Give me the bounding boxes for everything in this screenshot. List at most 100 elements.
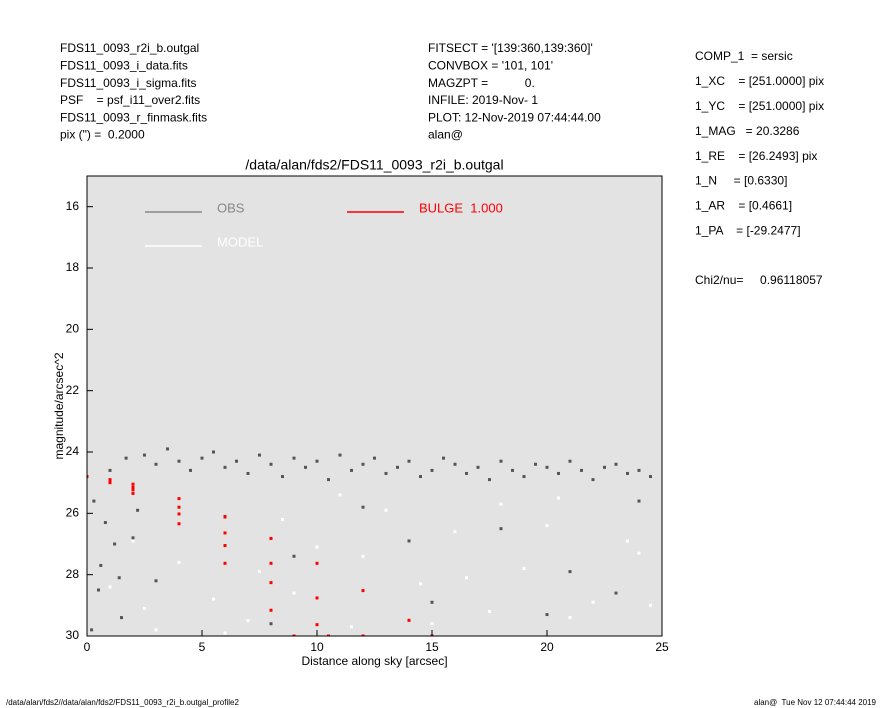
header-text: FITSECT = '[139:360,139:360]' <box>428 41 593 55</box>
point <box>361 589 365 593</box>
legend-label: BULGE 1.000 <box>419 200 503 215</box>
point <box>614 591 618 595</box>
point <box>465 576 468 580</box>
point <box>545 524 549 528</box>
footer-text: alan@ Tue Nov 12 07:44:44 2019 <box>754 698 877 707</box>
point <box>315 596 319 600</box>
points <box>87 447 652 636</box>
param-text: 1_MAG = 20.3286 <box>695 124 800 138</box>
point <box>361 505 365 509</box>
header-text: INFILE: 2019-Nov- 1 <box>428 93 538 107</box>
point <box>246 619 250 623</box>
point <box>108 478 112 482</box>
header-text: CONVBOX = '101, 101' <box>428 58 553 72</box>
point <box>614 462 618 466</box>
y-tick-label: 28 <box>66 567 80 581</box>
point <box>626 539 629 543</box>
point <box>189 468 192 472</box>
point <box>315 459 319 463</box>
y-tick-label: 26 <box>66 506 80 520</box>
point <box>292 554 296 558</box>
point <box>108 585 112 589</box>
point <box>407 618 411 622</box>
header-text: PSF = psf_i11_over2.fits <box>60 93 200 107</box>
point <box>177 512 181 516</box>
point <box>281 517 284 521</box>
point <box>177 459 181 463</box>
point <box>131 536 135 540</box>
point <box>603 465 606 469</box>
point <box>269 622 273 626</box>
point <box>649 475 652 479</box>
point <box>626 471 629 475</box>
y-tick-label: 24 <box>66 444 80 458</box>
point <box>534 462 537 466</box>
point <box>177 505 181 509</box>
point <box>269 536 273 540</box>
point <box>545 465 549 469</box>
point <box>338 493 342 497</box>
x-tick-label: 20 <box>540 640 554 654</box>
point <box>200 456 204 460</box>
header-text: MAGZPT = 0. <box>428 76 535 90</box>
chart-title: /data/alan/fds2/FDS11_0093_r2i_b.outgal <box>245 157 503 173</box>
x-tick-label: 5 <box>199 640 206 654</box>
point <box>177 560 181 564</box>
y-tick-label: 20 <box>66 322 80 336</box>
point <box>223 531 227 535</box>
point <box>465 471 468 475</box>
point <box>223 631 227 635</box>
point <box>568 459 572 463</box>
point <box>154 579 158 583</box>
point <box>350 625 353 629</box>
footer-text: /data/alan/fds2//data/alan/fds2/FDS11_00… <box>6 698 239 707</box>
point <box>97 588 100 592</box>
header-text: FDS11_0093_r_finmask.fits <box>60 110 207 124</box>
point <box>108 468 112 472</box>
x-axis-label: Distance along sky [arcsec] <box>301 654 447 668</box>
point <box>235 459 238 463</box>
x-tick-label: 15 <box>425 640 439 654</box>
point <box>131 491 135 495</box>
point <box>166 447 169 451</box>
x-tick-label: 10 <box>310 640 324 654</box>
point <box>649 603 652 607</box>
point <box>258 453 261 457</box>
point <box>442 456 445 460</box>
point <box>315 623 319 627</box>
point <box>281 475 284 479</box>
point <box>407 459 411 463</box>
header-text: FDS11_0093_i_data.fits <box>60 58 188 72</box>
point <box>407 539 411 543</box>
chi2-text: Chi2/nu= 0.96118057 <box>695 273 823 287</box>
point <box>90 628 94 632</box>
point <box>212 450 215 454</box>
point <box>269 608 273 612</box>
point <box>384 508 388 512</box>
point <box>177 497 181 501</box>
point <box>488 609 491 613</box>
point <box>453 530 457 534</box>
header-text: PLOT: 12-Nov-2019 07:44:44.00 <box>428 110 601 124</box>
y-axis-label: magnitude/arcsec^2 <box>52 352 66 459</box>
point <box>476 465 480 469</box>
point <box>430 622 434 626</box>
point <box>373 456 376 460</box>
point <box>430 600 434 604</box>
param-text: COMP_1 = sersic <box>695 49 793 63</box>
param-text: 1_PA = [-29.2477] <box>695 223 801 237</box>
header-text: FDS11_0093_i_sigma.fits <box>60 76 197 90</box>
point <box>315 545 319 549</box>
point <box>568 570 572 574</box>
point <box>87 475 89 479</box>
point <box>292 591 296 595</box>
point <box>327 634 330 636</box>
point <box>499 502 503 506</box>
point <box>361 462 365 466</box>
point <box>568 616 572 620</box>
plot-frame <box>86 175 663 637</box>
point <box>113 542 117 546</box>
point <box>143 453 146 457</box>
point <box>327 478 330 482</box>
point <box>361 634 365 636</box>
